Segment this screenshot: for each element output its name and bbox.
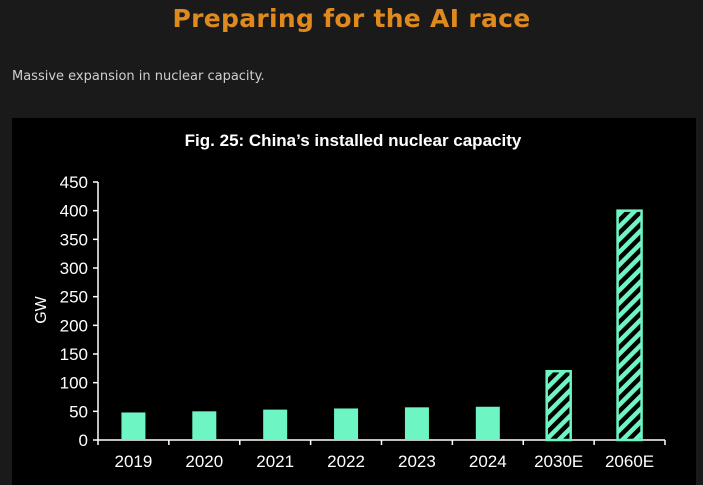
x-tick-label: 2024 [469, 452, 507, 471]
x-tick-label: 2021 [256, 452, 294, 471]
page-subtitle: Massive expansion in nuclear capacity. [12, 69, 265, 84]
bar-2022 [334, 408, 359, 440]
chart-title: Fig. 25: China’s installed nuclear capac… [185, 131, 522, 150]
bar-2024 [475, 406, 500, 440]
y-tick-label: 400 [60, 202, 88, 221]
bar-chart: Fig. 25: China’s installed nuclear capac… [33, 131, 666, 471]
y-tick-label: 50 [69, 402, 88, 421]
y-tick-label: 200 [60, 316, 88, 335]
page-title: Preparing for the AI race [172, 4, 531, 33]
x-tick-label: 2022 [327, 452, 365, 471]
y-tick-label: 450 [60, 173, 88, 192]
bar-2060e [616, 209, 643, 442]
plot-area: 0 50 100 150 200 250 300 350 400 450 2019 2020 2021 2… [60, 173, 666, 471]
bar-2021 [263, 409, 288, 440]
y-tick-label: 350 [60, 230, 88, 249]
y-tick-label: 150 [60, 345, 88, 364]
y-tick-label: 250 [60, 288, 88, 307]
x-tick-label: 2060E [605, 452, 654, 471]
bar-2019 [121, 412, 146, 440]
chart-panel: Fig. 25: China’s installed nuclear capac… [12, 118, 696, 485]
x-tick-label: 2030E [534, 452, 583, 471]
y-tick-label: 0 [79, 431, 88, 450]
y-axis-label: GW [33, 295, 50, 323]
y-tick-label: 300 [60, 259, 88, 278]
y-tick-label: 100 [60, 374, 88, 393]
x-tick-label: 2020 [185, 452, 223, 471]
x-tick-label: 2023 [398, 452, 436, 471]
x-tick-label: 2019 [115, 452, 153, 471]
bar-2020 [192, 411, 217, 440]
bar-2030e [545, 369, 572, 442]
bar-2023 [404, 407, 429, 440]
